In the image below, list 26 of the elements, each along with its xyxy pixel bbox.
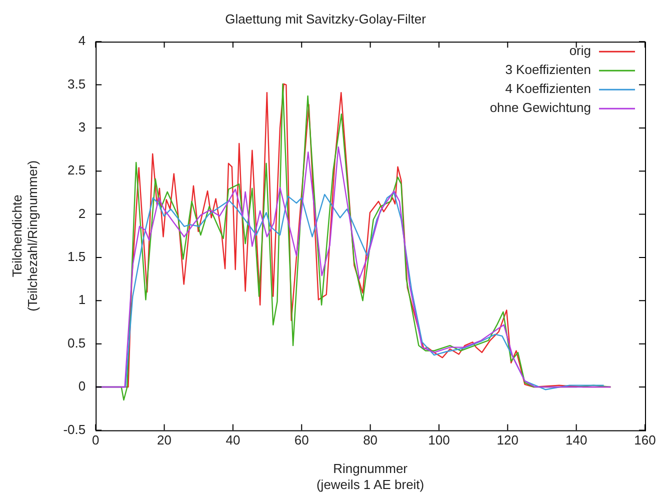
x-tick-label: 20 (157, 432, 172, 448)
x-tick-label: 0 (92, 432, 100, 448)
y-tick-label: 3.5 (68, 76, 86, 92)
y-tick-label: 1 (78, 292, 86, 308)
x-tick-label: 120 (496, 432, 518, 448)
legend-label: orig (569, 43, 591, 58)
x-tick-label: 140 (565, 432, 588, 448)
y-tick-label: 2 (78, 206, 86, 221)
x-tick-label: 160 (634, 432, 656, 448)
x-tick-label: 60 (294, 432, 309, 448)
y-tick-label: 3 (78, 120, 86, 135)
x-tick-label: 80 (363, 432, 378, 448)
y-tick-label: 0.5 (68, 335, 86, 350)
x-axis-title: Ringnummer (jeweils 1 AE breit) (316, 461, 424, 492)
y-tick-label: 1.5 (68, 249, 86, 264)
y-tick-label: 4 (78, 33, 86, 48)
legend-label: 4 Koeffizienten (505, 81, 591, 96)
y-tick-label: 2.5 (68, 162, 86, 178)
y-tick-label: 0 (78, 378, 86, 394)
y-tick-label: -0.5 (63, 422, 86, 437)
legend-label: 3 Koeffizienten (505, 62, 591, 78)
y-axis-title: Teilchendichte (Teilchezahl/Ringnummer) (9, 160, 40, 312)
legend-label: ohne Gewichtung (490, 100, 591, 116)
x-tick-label: 100 (428, 432, 450, 448)
chart-title: Glaettung mit Savitzky-Golay-Filter (225, 11, 427, 26)
x-tick-label: 40 (226, 432, 240, 448)
